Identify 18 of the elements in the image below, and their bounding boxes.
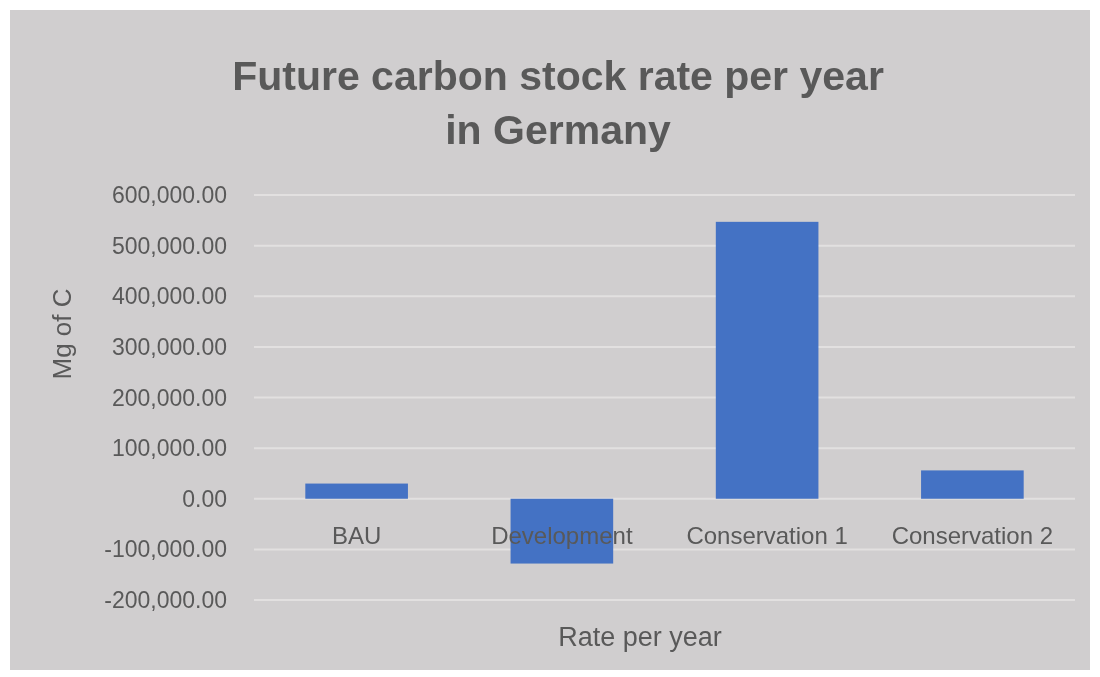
y-tick-label: 400,000.00 bbox=[111, 283, 227, 310]
y-tick-label: 0.00 bbox=[182, 485, 227, 512]
y-tick-label: 300,000.00 bbox=[111, 333, 227, 360]
y-tick-label: -100,000.00 bbox=[104, 536, 227, 563]
bar bbox=[715, 221, 819, 499]
x-axis-title: Rate per year bbox=[558, 622, 722, 653]
y-axis-title: Mg of C bbox=[47, 288, 78, 380]
y-tick-label: -200,000.00 bbox=[104, 587, 227, 614]
chart-title: Future carbon stock rate per year in Germany bbox=[232, 53, 884, 153]
y-tick-label: 500,000.00 bbox=[111, 232, 227, 259]
bar bbox=[921, 470, 1024, 499]
x-tick-label: Conservation 1 bbox=[686, 522, 848, 550]
y-tick-label: 200,000.00 bbox=[111, 384, 227, 411]
bar bbox=[305, 483, 408, 499]
x-tick-label: BAU bbox=[331, 522, 382, 550]
x-tick-label: Conservation 2 bbox=[891, 522, 1054, 550]
y-tick-label: 600,000.00 bbox=[111, 182, 227, 209]
y-tick-label: 100,000.00 bbox=[111, 435, 227, 462]
